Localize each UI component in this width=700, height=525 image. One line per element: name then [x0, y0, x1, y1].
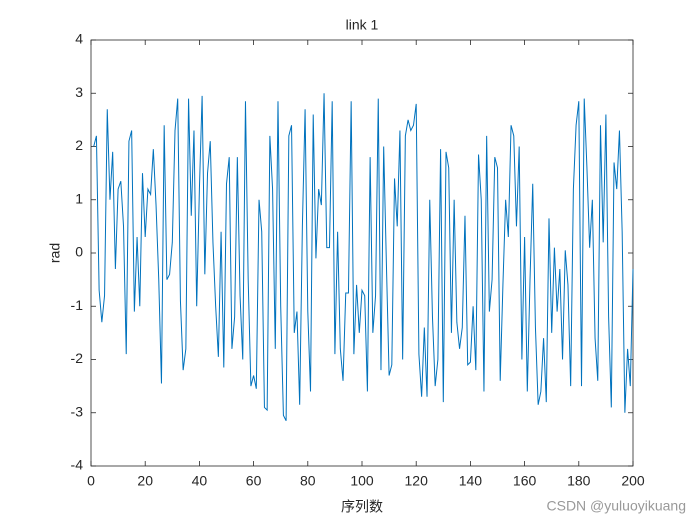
x-tick-label: 20 [137, 473, 153, 489]
x-tick-label: 160 [513, 473, 537, 489]
y-tick-label: 3 [75, 84, 83, 100]
y-tick-label: 0 [75, 244, 83, 260]
x-tick-label: 80 [300, 473, 316, 489]
x-tick-label: 200 [621, 473, 645, 489]
x-tick-label: 0 [87, 473, 95, 489]
x-tick-label: 140 [459, 473, 483, 489]
y-tick-label: -4 [71, 457, 84, 473]
y-tick-label: -2 [71, 350, 84, 366]
x-tick-label: 120 [405, 473, 429, 489]
x-tick-label: 40 [192, 473, 208, 489]
y-axis-label: rad [47, 243, 63, 263]
y-tick-label: 2 [75, 137, 83, 153]
x-axis-label: 序列数 [341, 499, 383, 515]
chart-title: link 1 [346, 17, 379, 33]
data-line [93, 93, 634, 421]
plot-area [90, 39, 634, 467]
watermark: CSDN @yuluoyikuang [547, 498, 687, 514]
x-tick-label: 180 [567, 473, 591, 489]
x-tick-label: 100 [350, 473, 374, 489]
y-tick-label: 4 [75, 31, 83, 47]
y-tick-label: -1 [71, 297, 84, 313]
y-tick-label: 1 [75, 190, 83, 206]
y-tick-label: -3 [71, 403, 84, 419]
x-tick-label: 60 [246, 473, 262, 489]
